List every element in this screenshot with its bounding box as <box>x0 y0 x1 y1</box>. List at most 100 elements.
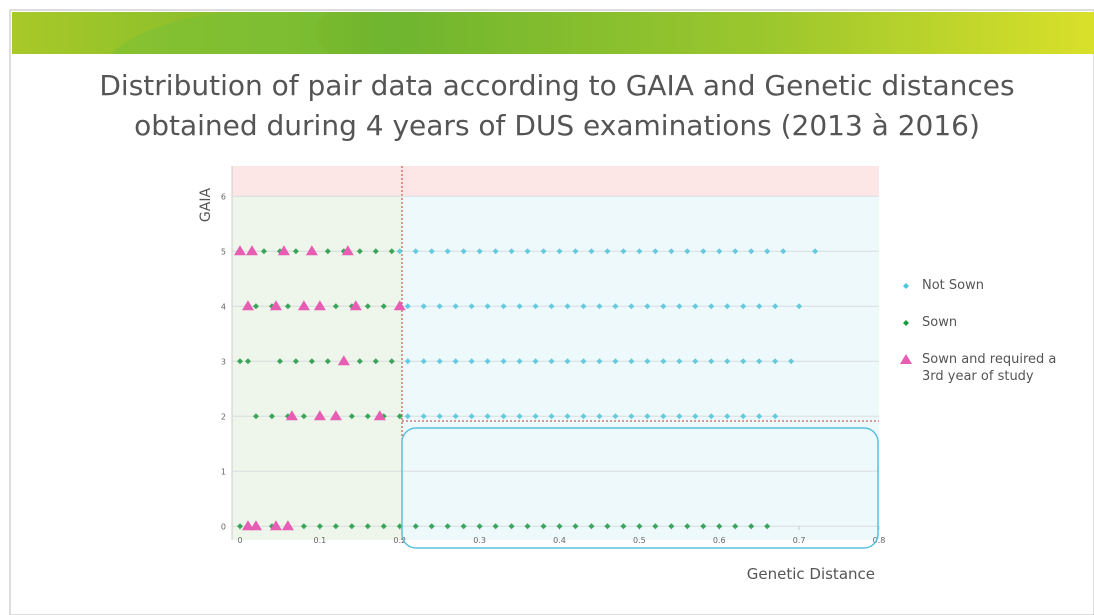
data-point <box>516 413 523 420</box>
data-point <box>349 300 362 311</box>
data-point <box>772 413 779 420</box>
data-point <box>556 523 563 530</box>
legend-label: Not Sown <box>922 278 984 293</box>
data-point <box>772 303 779 310</box>
zone-top <box>232 166 879 196</box>
chart-title: Distribution of pair data according to G… <box>99 69 1015 142</box>
data-point <box>285 410 298 421</box>
data-point <box>380 303 387 310</box>
data-point <box>628 358 635 365</box>
header-shape <box>110 12 330 54</box>
x-tick-label: 0.7 <box>793 536 806 545</box>
data-point <box>236 523 243 530</box>
data-point <box>492 248 499 255</box>
data-point <box>292 248 299 255</box>
data-point <box>348 413 355 420</box>
data-point <box>748 523 755 530</box>
data-point <box>756 303 763 310</box>
data-point <box>580 413 587 420</box>
data-point <box>372 248 379 255</box>
data-point <box>460 523 467 530</box>
data-point <box>676 358 683 365</box>
data-point <box>484 413 491 420</box>
data-point <box>524 248 531 255</box>
data-point <box>732 248 739 255</box>
data-point <box>724 358 731 365</box>
highlight-box <box>401 427 879 549</box>
data-point <box>548 303 555 310</box>
data-point <box>388 358 395 365</box>
data-point <box>540 523 547 530</box>
data-point <box>644 413 651 420</box>
data-point <box>756 413 763 420</box>
data-point <box>628 303 635 310</box>
data-point <box>313 300 326 311</box>
x-tick-label: 0.6 <box>713 536 726 545</box>
data-point <box>252 303 259 310</box>
data-point <box>444 523 451 530</box>
data-point <box>740 303 747 310</box>
data-point <box>644 303 651 310</box>
data-point <box>564 303 571 310</box>
data-point <box>412 248 419 255</box>
data-point <box>468 358 475 365</box>
data-point <box>716 248 723 255</box>
data-point <box>740 358 747 365</box>
data-point <box>540 248 547 255</box>
data-point <box>436 303 443 310</box>
data-point <box>324 248 331 255</box>
data-point <box>628 413 635 420</box>
data-point <box>596 358 603 365</box>
data-point <box>580 303 587 310</box>
data-point <box>724 303 731 310</box>
data-point <box>436 358 443 365</box>
data-point <box>241 300 254 311</box>
legend-swatch <box>900 354 912 364</box>
data-point <box>341 245 354 256</box>
data-point <box>444 248 451 255</box>
data-point <box>329 410 342 421</box>
data-point <box>300 523 307 530</box>
data-point <box>324 358 331 365</box>
data-point <box>572 523 579 530</box>
data-point <box>564 413 571 420</box>
y-tick-label: 5 <box>221 247 226 256</box>
x-tick-label: 0.8 <box>873 536 886 545</box>
data-point <box>612 303 619 310</box>
data-point <box>508 523 515 530</box>
data-point <box>396 523 403 530</box>
data-point <box>700 523 707 530</box>
x-tick-label: 0.3 <box>473 536 486 545</box>
data-point <box>620 248 627 255</box>
data-point <box>764 523 771 530</box>
data-point <box>652 523 659 530</box>
data-point <box>388 248 395 255</box>
data-point <box>596 413 603 420</box>
y-tick-label: 1 <box>221 467 226 476</box>
data-point <box>420 413 427 420</box>
y-tick-label: 2 <box>221 412 226 421</box>
data-point <box>548 413 555 420</box>
y-tick-label: 0 <box>221 522 226 531</box>
data-point <box>372 358 379 365</box>
data-point <box>788 358 795 365</box>
data-point <box>660 358 667 365</box>
data-point <box>244 358 251 365</box>
data-point <box>297 300 310 311</box>
data-point <box>612 413 619 420</box>
data-point <box>428 523 435 530</box>
data-point <box>548 358 555 365</box>
data-point <box>476 248 483 255</box>
data-point <box>269 300 282 311</box>
data-point <box>748 248 755 255</box>
data-point <box>252 413 259 420</box>
data-point <box>612 358 619 365</box>
data-point <box>484 303 491 310</box>
data-point <box>780 248 787 255</box>
data-point <box>684 523 691 530</box>
legend-swatch <box>903 283 909 289</box>
data-point <box>281 520 294 531</box>
data-point <box>236 358 243 365</box>
